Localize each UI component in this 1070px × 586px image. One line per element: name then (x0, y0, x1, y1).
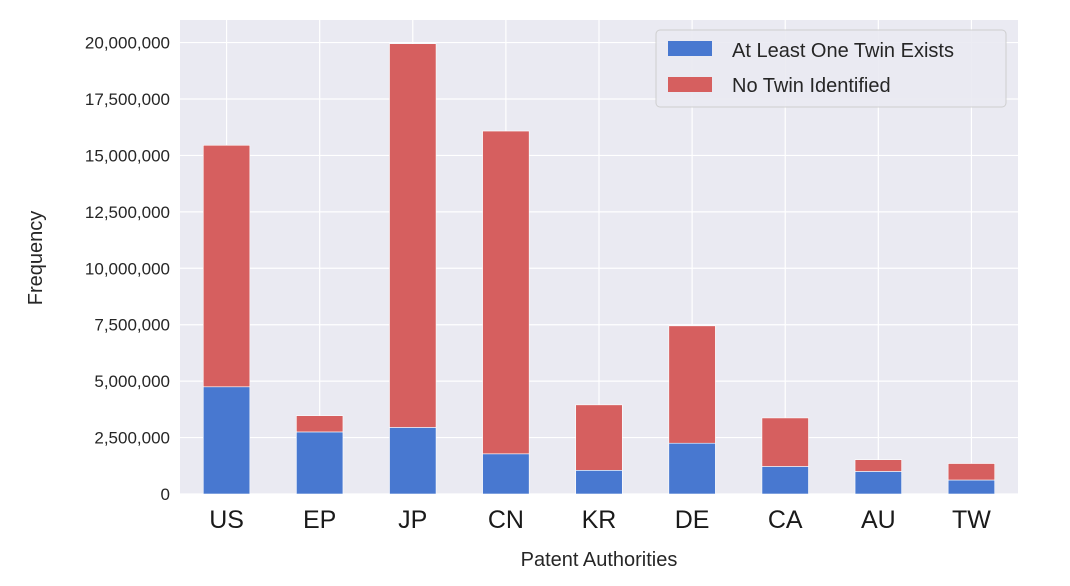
bar-us-series-1 (202, 144, 251, 388)
bar-us-series-0 (202, 386, 251, 495)
x-tick-label: TW (952, 506, 991, 534)
bar-au-series-0 (854, 471, 902, 495)
bar-ca-series-0 (761, 466, 809, 495)
y-tick-label: 15,000,000 (85, 146, 170, 165)
legend-label-at-least-one-twin: At Least One Twin Exists (732, 40, 954, 62)
bar-tw-series-1 (947, 463, 996, 481)
x-tick-label: JP (398, 506, 427, 534)
bar-cn-series-1 (482, 130, 530, 455)
bars (202, 43, 996, 495)
bar-ca-series-1 (761, 417, 809, 467)
y-tick-label: 20,000,000 (85, 34, 170, 53)
bar-de-series-0 (668, 442, 716, 495)
bar-kr-series-0 (575, 469, 623, 495)
bar-de-series-1 (668, 325, 716, 444)
x-tick-label: CN (488, 506, 524, 534)
x-tick-label: DE (675, 506, 710, 534)
y-tick-labels: 0 2,500,000 5,000,000 7,500,000 10,000,000 12… (85, 34, 170, 504)
bar-jp-series-1 (389, 43, 437, 428)
bar-au-series-1 (854, 459, 902, 472)
bar-cn-series-0 (482, 453, 530, 495)
bar-kr-series-1 (575, 404, 623, 471)
y-tick-label: 5,000,000 (94, 372, 170, 391)
x-tick-label: US (209, 506, 244, 534)
x-tick-labels: US EP JP CN KR DE CA AU TW (209, 506, 991, 534)
x-tick-label: EP (303, 506, 336, 534)
y-tick-label: 7,500,000 (94, 316, 170, 335)
x-tick-label: KR (582, 506, 617, 534)
legend-swatch-at-least-one-twin (668, 41, 712, 56)
x-axis-label: Patent Authorities (521, 549, 678, 571)
bar-tw-series-0 (947, 479, 996, 495)
bar-jp-series-0 (389, 427, 437, 495)
x-tick-label: AU (861, 506, 896, 534)
bar-ep-series-0 (296, 431, 344, 495)
legend-label-no-twin: No Twin Identified (732, 75, 891, 97)
x-tick-label: CA (768, 506, 803, 534)
legend-swatch-no-twin (668, 77, 712, 92)
legend: At Least One Twin Exists No Twin Identif… (655, 29, 1007, 108)
y-tick-label: 0 (161, 485, 170, 504)
y-tick-label: 10,000,000 (85, 259, 170, 278)
legend-box (655, 29, 1007, 108)
bar-ep-series-1 (296, 415, 344, 433)
y-tick-label: 17,500,000 (85, 90, 170, 109)
y-tick-label: 12,500,000 (85, 203, 170, 222)
y-tick-label: 2,500,000 (94, 429, 170, 448)
y-axis-label: Frequency (25, 211, 47, 306)
